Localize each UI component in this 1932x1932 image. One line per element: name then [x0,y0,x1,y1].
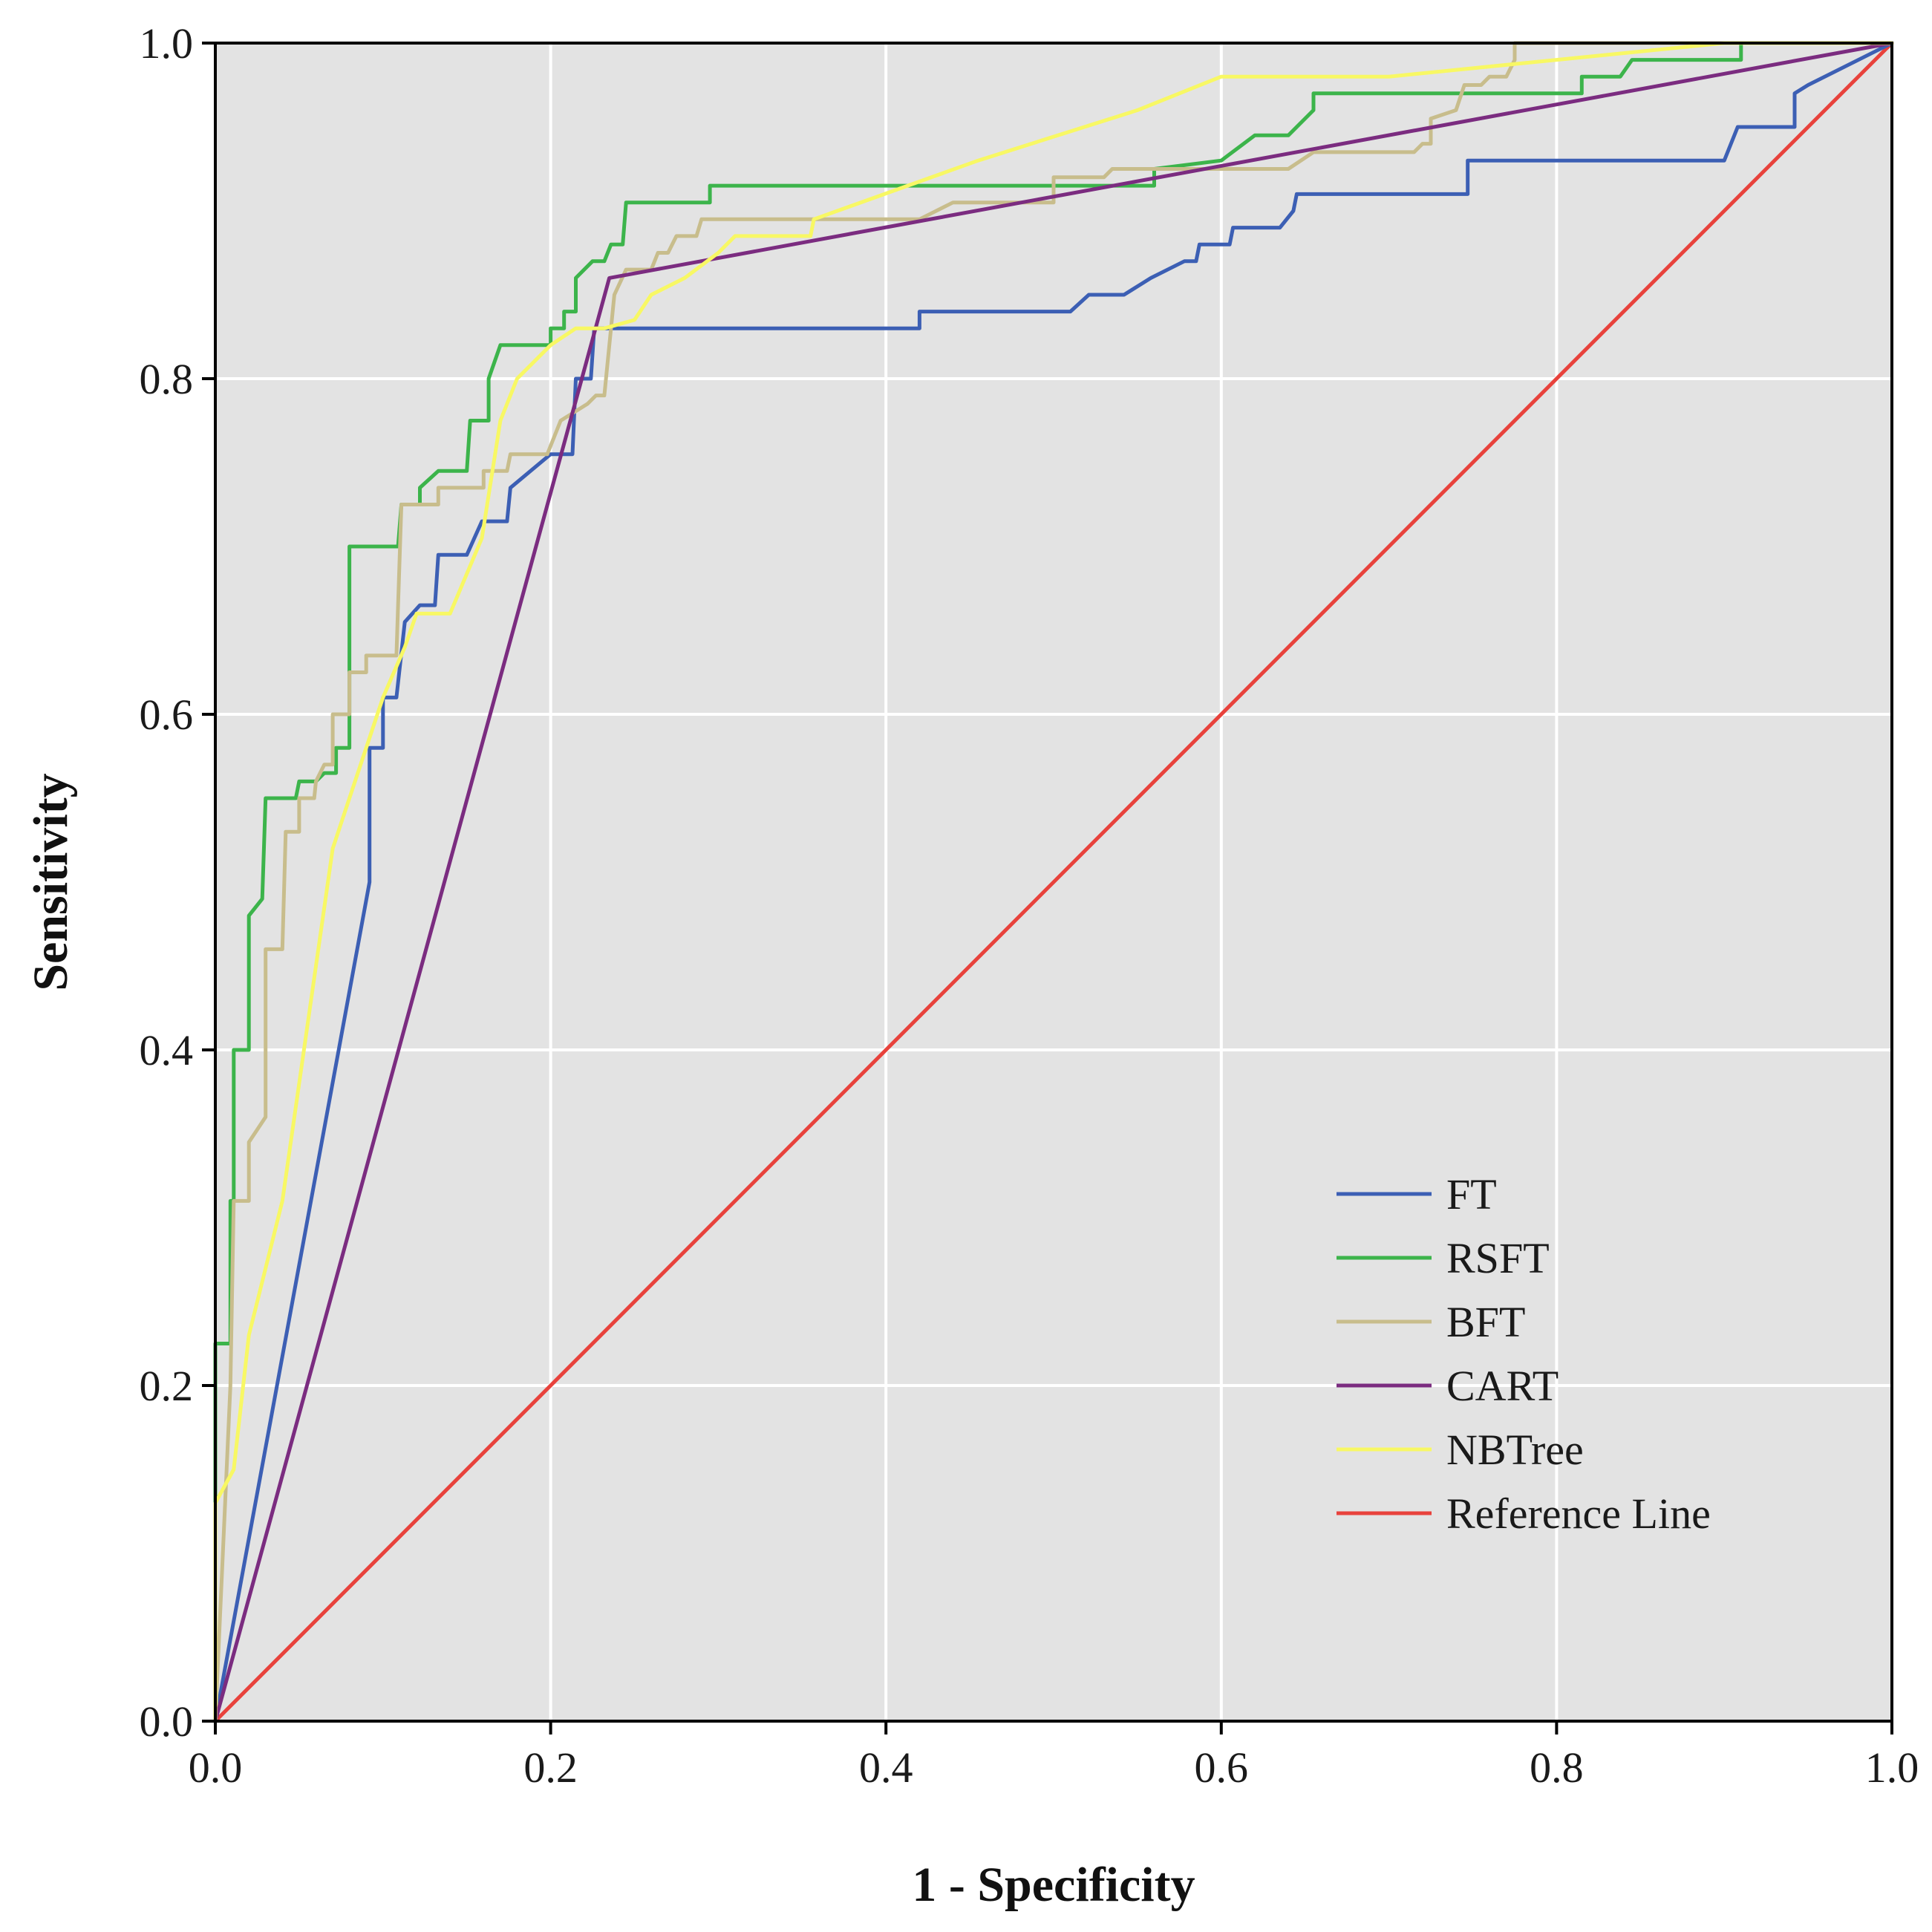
series-layer [213,41,1894,1723]
x-tick-label-5: 1.0 [1865,1743,1919,1792]
legend-label-nbtree: NBTree [1446,1426,1584,1474]
y-tick-label-4: 0.8 [140,355,194,403]
legend-label-cart: CART [1446,1362,1559,1410]
x-tick-label-2: 0.4 [859,1743,913,1792]
series-line-cart [213,41,1894,1723]
x-tick-label-3: 0.6 [1195,1743,1249,1792]
y-tick-label-5: 1.0 [140,19,194,68]
y-axis: 0.0 0.2 0.4 0.6 0.8 1.0 [140,19,215,1746]
plot-frame [214,42,1893,1723]
series-line-reference-line [213,41,1894,1723]
series-line-nbtree [213,41,1894,1723]
y-tick-label-3: 0.6 [140,691,194,739]
y-tick-label-0: 0.0 [140,1697,194,1746]
series-line-rsft [213,41,1894,1723]
legend-label-bft: BFT [1446,1298,1525,1346]
x-tick-label-1: 0.2 [523,1743,578,1792]
y-axis-title: Sensitivity [24,773,78,991]
legend: FT RSFT BFT CART NBTree Reference Line [1337,1170,1711,1538]
x-tick-label-4: 0.8 [1530,1743,1584,1792]
series-line-ft [213,41,1894,1723]
grid-lines [215,43,1892,1721]
series-line-bft [213,41,1894,1723]
x-tick-label-0: 0.0 [189,1743,243,1792]
legend-label-ft: FT [1446,1170,1497,1218]
legend-label-rsft: RSFT [1446,1234,1550,1282]
legend-label-reference-line: Reference Line [1446,1489,1711,1538]
y-tick-label-2: 0.4 [140,1026,194,1074]
y-tick-label-1: 0.2 [140,1362,194,1410]
x-axis: 0.0 0.2 0.4 0.6 0.8 1.0 [189,1721,1919,1792]
x-axis-title: 1 - Specificity [912,1858,1195,1912]
